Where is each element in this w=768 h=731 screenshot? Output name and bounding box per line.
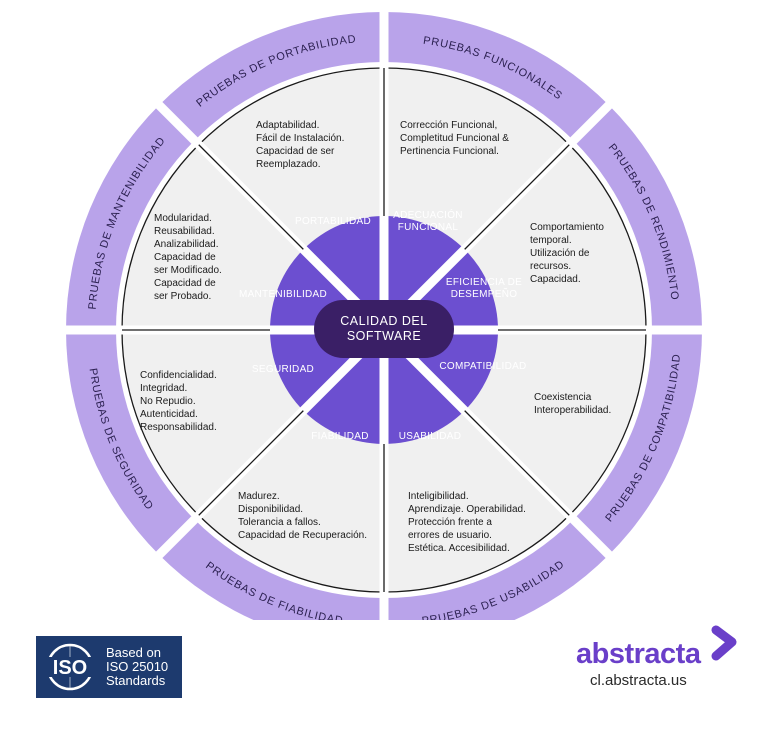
characteristic-label-2: EFICIENCIA DE DESEMPEÑO bbox=[446, 277, 522, 300]
attribute-line: Madurez. bbox=[238, 491, 280, 502]
center-title-line: CALIDAD DEL bbox=[340, 314, 427, 328]
attribute-line: Disponibilidad. bbox=[238, 504, 303, 515]
center-title: CALIDAD DEL SOFTWARE bbox=[340, 314, 427, 343]
attributes-text-2: Comportamiento temporal. Utilización de rec… bbox=[530, 222, 604, 285]
attributes-text-7: Modularidad. Reusabilidad. Analizabilidad.… bbox=[154, 213, 222, 302]
attribute-line: recursos. bbox=[530, 261, 571, 272]
attributes-text-5: Madurez. Disponibilidad. Tolerancia a fall… bbox=[238, 491, 367, 541]
iso-badge: ISO Based on ISO 25010 Standards bbox=[36, 636, 182, 698]
attribute-line: Adaptabilidad. bbox=[256, 120, 319, 131]
center-title-line: SOFTWARE bbox=[347, 329, 421, 343]
attribute-line: Coexistencia bbox=[534, 392, 592, 403]
iso-standard-text: Based on ISO 25010 Standards bbox=[106, 646, 168, 688]
characteristic-label-8: PORTABILIDAD bbox=[295, 216, 371, 227]
attribute-line: errores de usuario. bbox=[408, 530, 492, 541]
characteristic-line: COMPATIBILIDAD bbox=[439, 361, 526, 372]
attribute-line: Autenticidad. bbox=[140, 409, 198, 420]
characteristic-label-4: USABILIDAD bbox=[399, 431, 461, 442]
attribute-line: Aprendizaje. Operabilidad. bbox=[408, 504, 526, 515]
attributes-text-4: Inteligibilidad. Aprendizaje. Operabilida… bbox=[408, 491, 526, 554]
characteristic-label-1: ADECUACIÓN FUNCIONAL bbox=[393, 208, 463, 233]
characteristic-line: ADECUACIÓN bbox=[393, 208, 463, 221]
characteristic-label-5: FIABILIDAD bbox=[311, 431, 368, 442]
characteristic-line: DESEMPEÑO bbox=[451, 287, 518, 300]
attribute-line: Corrección Funcional, bbox=[400, 120, 497, 131]
attribute-line: Pertinencia Funcional. bbox=[400, 146, 499, 157]
iso-line: ISO 25010 bbox=[106, 659, 169, 674]
characteristic-line: FIABILIDAD bbox=[311, 431, 368, 442]
quality-wheel-diagram: Corrección Funcional, Completitud Funcion… bbox=[66, 12, 702, 620]
abstracta-mark-icon bbox=[711, 625, 737, 661]
attributes-text-3: Coexistencia Interoperabilidad. bbox=[534, 392, 611, 416]
attribute-line: Fácil de Instalación. bbox=[256, 133, 344, 144]
characteristic-label-7: MANTENIBILIDAD bbox=[239, 289, 327, 300]
attribute-line: Capacidad de ser bbox=[256, 146, 335, 157]
brand-name: abstracta bbox=[576, 638, 701, 670]
attribute-line: Utilización de bbox=[530, 248, 590, 259]
attribute-line: Estética. Accesibilidad. bbox=[408, 543, 510, 554]
attribute-line: Protección frente a bbox=[408, 517, 492, 528]
characteristic-line: PORTABILIDAD bbox=[295, 216, 371, 227]
brand-block: abstracta cl.abstracta.us bbox=[570, 624, 750, 694]
middle-divider-line bbox=[464, 410, 570, 516]
attribute-line: temporal. bbox=[530, 235, 572, 246]
attribute-line: No Repudio. bbox=[140, 396, 196, 407]
attribute-line: Capacidad de bbox=[154, 252, 216, 263]
middle-divider-line bbox=[464, 144, 570, 250]
iso-logo-text: ISO bbox=[53, 657, 87, 679]
attributes-text-1: Corrección Funcional, Completitud Funcion… bbox=[400, 120, 509, 157]
characteristic-line: MANTENIBILIDAD bbox=[239, 289, 327, 300]
attributes-text-6: Confidencialidad. Integridad. No Repudio. A… bbox=[140, 370, 217, 433]
middle-divider-line bbox=[198, 410, 304, 516]
attributes-text-8: Adaptabilidad. Fácil de Instalación. Capac… bbox=[256, 120, 344, 170]
attribute-line: Tolerancia a fallos. bbox=[238, 517, 321, 528]
attribute-line: Capacidad de Recuperación. bbox=[238, 530, 367, 541]
center-badge: CALIDAD DEL SOFTWARE bbox=[314, 300, 454, 358]
attribute-line: Capacidad. bbox=[530, 274, 581, 285]
characteristic-line: SEGURIDAD bbox=[252, 364, 314, 375]
attribute-line: Modularidad. bbox=[154, 213, 212, 224]
attribute-line: Comportamiento bbox=[530, 222, 604, 233]
attribute-line: Integridad. bbox=[140, 383, 187, 394]
iso-line: Standards bbox=[106, 673, 166, 688]
characteristic-label-6: SEGURIDAD bbox=[252, 364, 314, 375]
attribute-line: Analizabilidad. bbox=[154, 239, 219, 250]
brand-url[interactable]: cl.abstracta.us bbox=[590, 672, 687, 689]
attribute-line: Reemplazado. bbox=[256, 159, 320, 170]
attribute-line: Inteligibilidad. bbox=[408, 491, 469, 502]
attribute-line: Capacidad de bbox=[154, 278, 216, 289]
characteristic-line: FUNCIONAL bbox=[398, 222, 459, 233]
middle-divider-line bbox=[198, 144, 304, 250]
characteristic-line: USABILIDAD bbox=[399, 431, 461, 442]
attribute-line: Reusabilidad. bbox=[154, 226, 215, 237]
characteristic-label-3: COMPATIBILIDAD bbox=[439, 361, 526, 372]
iso-logo-icon: ISO bbox=[44, 643, 96, 691]
characteristic-line: EFICIENCIA DE bbox=[446, 277, 522, 288]
iso-line: Based on bbox=[106, 645, 161, 660]
attribute-line: ser Modificado. bbox=[154, 265, 222, 276]
attribute-line: ser Probado. bbox=[154, 291, 211, 302]
center-pill bbox=[314, 300, 454, 358]
attribute-line: Confidencialidad. bbox=[140, 370, 217, 381]
attribute-line: Interoperabilidad. bbox=[534, 405, 611, 416]
attribute-line: Completitud Funcional & bbox=[400, 133, 509, 144]
attribute-line: Responsabilidad. bbox=[140, 422, 217, 433]
